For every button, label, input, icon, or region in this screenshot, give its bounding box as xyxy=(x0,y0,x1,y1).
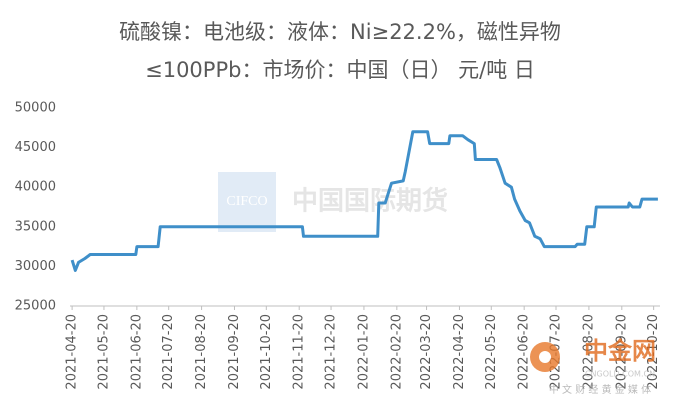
x-tick-label: 2021-12-20 xyxy=(324,314,339,390)
chart-title: 硫酸镍：电池级：液体：Ni≥22.2%，磁性异物 xyxy=(119,20,561,44)
x-tick-label: 2022-08-20 xyxy=(581,314,596,390)
y-tick-label: 25000 xyxy=(15,299,56,314)
watermark-text: 中金网 xyxy=(584,337,656,365)
x-tick-label: 2021-07-20 xyxy=(161,314,176,390)
x-tick-label: 2022-02-20 xyxy=(389,314,404,390)
x-tick-label: 2021-11-20 xyxy=(292,314,307,390)
x-tick-label: 2022-10-20 xyxy=(646,314,661,390)
x-tick-label: 2022-01-20 xyxy=(356,314,371,390)
watermark-site: 中金网 CNGOLD.COM.CN 中 文 财 经 黄 金 媒 体 xyxy=(530,337,656,396)
y-tick-label: 45000 xyxy=(15,140,56,155)
watermark-cifco: CIFCO 中国国际期货 xyxy=(218,172,448,232)
y-tick-label: 40000 xyxy=(15,180,56,195)
y-tick-label: 50000 xyxy=(15,101,56,116)
x-tick-label: 2022-09-20 xyxy=(614,314,629,390)
watermark-text: CIFCO xyxy=(226,194,267,209)
watermark-text: 中国国际期货 xyxy=(292,186,448,217)
x-tick-label: 2021-04-20 xyxy=(65,314,80,390)
watermark-box xyxy=(218,172,276,232)
y-tick-label: 30000 xyxy=(15,259,56,274)
x-tick-label: 2022-03-20 xyxy=(419,314,434,390)
x-tick-label: 2022-06-20 xyxy=(517,314,532,390)
x-tick-label: 2021-09-20 xyxy=(227,314,242,390)
x-tick-label: 2022-05-20 xyxy=(484,314,499,390)
x-tick-label: 2021-10-20 xyxy=(259,314,274,390)
watermark-text: CNGOLD.COM.CN xyxy=(585,370,655,379)
y-tick-label: 35000 xyxy=(15,219,56,234)
chart-subtitle: ≤100PPb：市场价：中国（日） 元/吨 日 xyxy=(145,58,535,82)
x-tick-label: 2021-05-20 xyxy=(96,314,111,390)
line-series xyxy=(70,130,658,272)
watermark-text: 中 文 财 经 黄 金 媒 体 xyxy=(549,383,651,396)
x-tick-label: 2022-04-20 xyxy=(452,314,467,390)
x-tick-label: 2021-08-20 xyxy=(194,314,209,390)
x-tick-label: 2021-06-20 xyxy=(129,314,144,390)
watermark-logo xyxy=(539,351,551,363)
